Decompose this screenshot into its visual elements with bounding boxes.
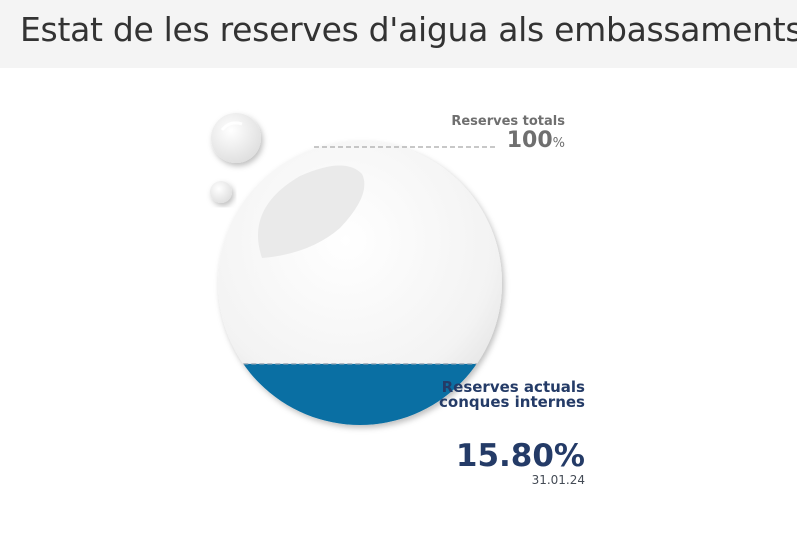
current-reserves-label: Reserves actuals conques internes [439, 378, 585, 411]
reserves-graphic: Reserves totals 100% Reserves actuals co… [0, 68, 797, 543]
bubble-highlight [257, 165, 365, 258]
total-reserves-unit: % [552, 136, 565, 151]
current-reserves-date: 31.01.24 [531, 473, 585, 487]
page-header: Estat de les reserves d'aigua als embass… [0, 0, 797, 68]
current-reserves-value: 15.80% [455, 438, 585, 474]
reservoir-bubble [210, 113, 502, 425]
tiny-bubble-icon [210, 181, 232, 203]
total-reserves-value: 100% [507, 128, 565, 153]
page-title: Estat de les reserves d'aigua als embass… [20, 10, 797, 49]
small-bubble-icon [211, 113, 261, 163]
total-reserves-number: 100 [506, 128, 553, 153]
total-reserves-label: Reserves totals [451, 114, 565, 129]
